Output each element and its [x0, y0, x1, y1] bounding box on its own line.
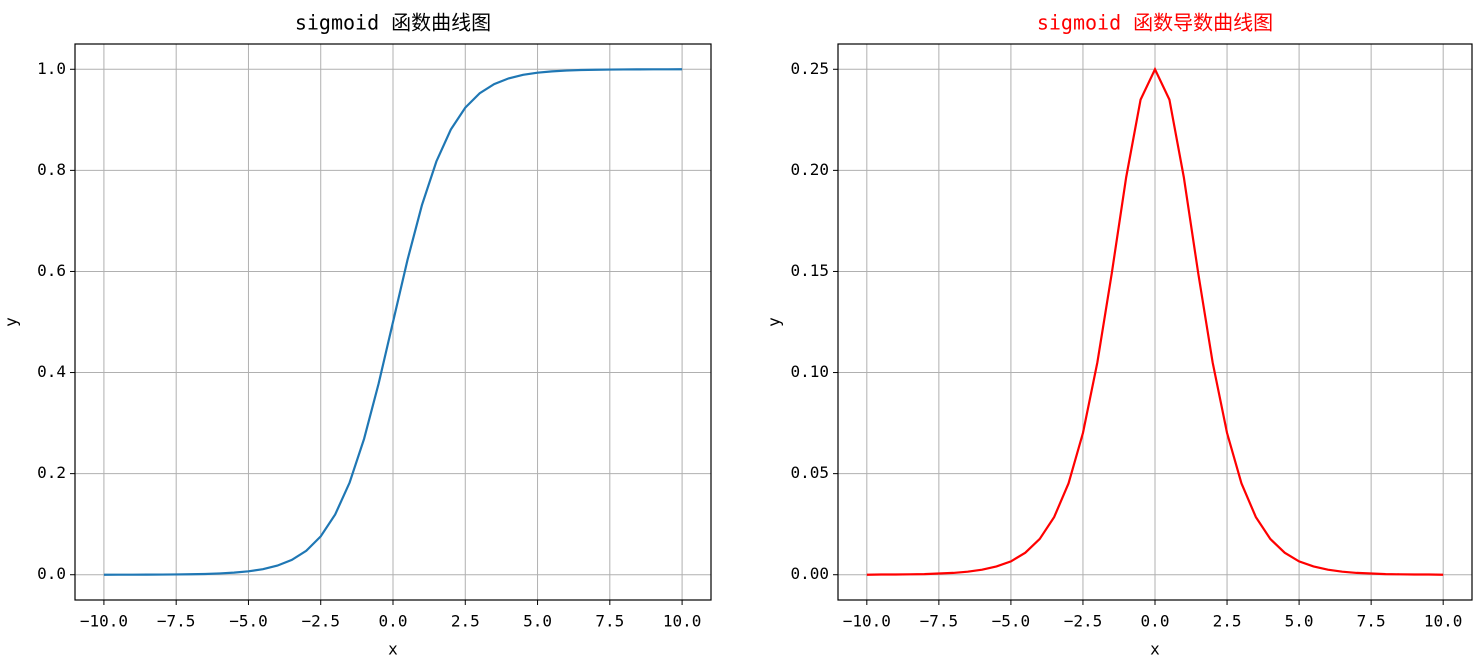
x-tick-label: −2.5	[301, 612, 340, 631]
y-tick-label: 0.05	[790, 463, 829, 482]
x-tick-label: −5.0	[992, 612, 1031, 631]
y-axis-label: y	[765, 317, 784, 327]
y-tick-label: 0.6	[37, 261, 66, 280]
x-axis-label: x	[1150, 640, 1160, 659]
y-axis-label: y	[2, 317, 21, 327]
data-line	[866, 66, 1444, 576]
chart-title: sigmoid 函数导数曲线图	[1037, 11, 1273, 35]
x-tick-label: 5.0	[523, 612, 552, 631]
data-line	[103, 68, 683, 576]
x-tick-label: 7.5	[595, 612, 624, 631]
y-tick-label: 0.10	[790, 362, 829, 381]
x-tick-label: 0.0	[379, 612, 408, 631]
x-tick-label: −7.5	[157, 612, 196, 631]
x-tick-label: 5.0	[1285, 612, 1314, 631]
y-tick-label: 0.4	[37, 362, 66, 381]
x-tick-label: −10.0	[80, 612, 128, 631]
x-tick-label: 10.0	[663, 612, 702, 631]
x-tick-label: 0.0	[1141, 612, 1170, 631]
x-tick-label: 2.5	[1213, 612, 1242, 631]
y-tick-label: 0.8	[37, 160, 66, 179]
axes-frame	[74, 43, 712, 601]
chart-title: sigmoid 函数曲线图	[295, 11, 491, 35]
y-tick-label: 0.25	[790, 59, 829, 78]
x-tick-label: 7.5	[1357, 612, 1386, 631]
x-tick-label: −7.5	[920, 612, 959, 631]
x-tick-label: 2.5	[451, 612, 480, 631]
axes-frame	[837, 43, 1473, 601]
y-tick-label: 0.00	[790, 564, 829, 583]
x-axis-label: x	[388, 640, 398, 659]
y-tick-label: 0.0	[37, 564, 66, 583]
y-tick-label: 0.2	[37, 463, 66, 482]
y-tick-label: 0.20	[790, 160, 829, 179]
y-tick-label: 1.0	[37, 59, 66, 78]
x-tick-label: −2.5	[1064, 612, 1103, 631]
x-tick-label: 10.0	[1424, 612, 1463, 631]
x-tick-label: −5.0	[229, 612, 268, 631]
x-tick-label: −10.0	[843, 612, 891, 631]
y-tick-label: 0.15	[790, 261, 829, 280]
